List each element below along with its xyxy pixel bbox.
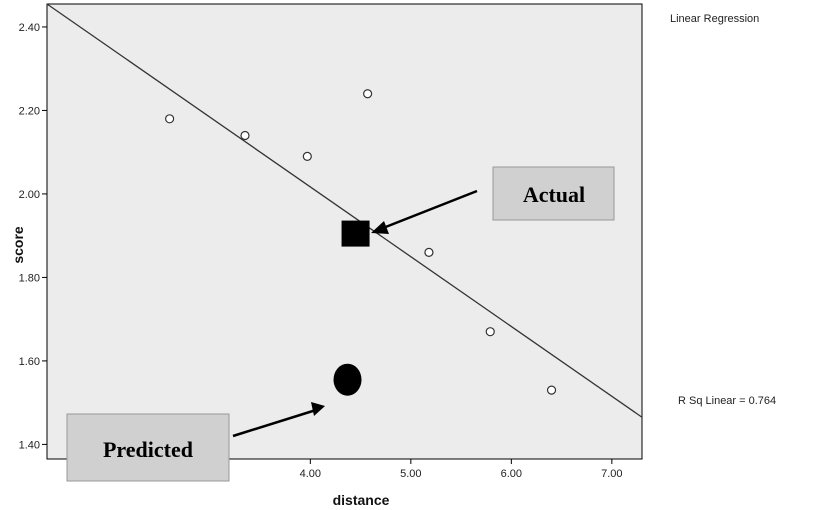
data-point	[424, 247, 434, 257]
regression-line	[46, 3, 643, 418]
x-axis-title: distance	[333, 492, 390, 508]
predicted-marker	[333, 363, 362, 396]
predicted-arrow	[232, 408, 317, 438]
actual-callout-box	[492, 166, 615, 221]
actual-callout-label: Actual	[523, 182, 585, 207]
y-axis-title: score	[10, 226, 26, 264]
data-point	[363, 89, 373, 99]
data-point	[165, 114, 175, 124]
predicted-callout-label: Predicted	[103, 437, 193, 462]
actual-marker	[341, 220, 370, 247]
predicted-callout-box	[66, 413, 230, 482]
y-tick-label: 1.40	[19, 439, 40, 451]
y-tick-label: 2.40	[19, 22, 40, 34]
x-tick-label: 7.00	[601, 468, 622, 480]
data-point	[485, 327, 495, 337]
x-tick-label: 5.00	[400, 468, 421, 480]
x-tick-label: 4.00	[300, 468, 321, 480]
r-squared-label: R Sq Linear = 0.764	[678, 395, 776, 407]
x-tick-label: 6.00	[501, 468, 522, 480]
data-point	[546, 385, 557, 395]
actual-arrowhead	[371, 221, 389, 234]
fit-legend-label: Linear Regression	[670, 13, 759, 25]
data-point	[240, 130, 250, 141]
y-tick-label: 1.80	[19, 272, 40, 284]
predicted-arrowhead	[311, 402, 325, 416]
actual-arrow	[377, 189, 478, 232]
y-tick-label: 2.00	[19, 189, 40, 201]
data-point	[302, 151, 312, 161]
y-tick-label: 2.20	[19, 105, 40, 117]
y-tick-label: 1.60	[19, 356, 40, 368]
